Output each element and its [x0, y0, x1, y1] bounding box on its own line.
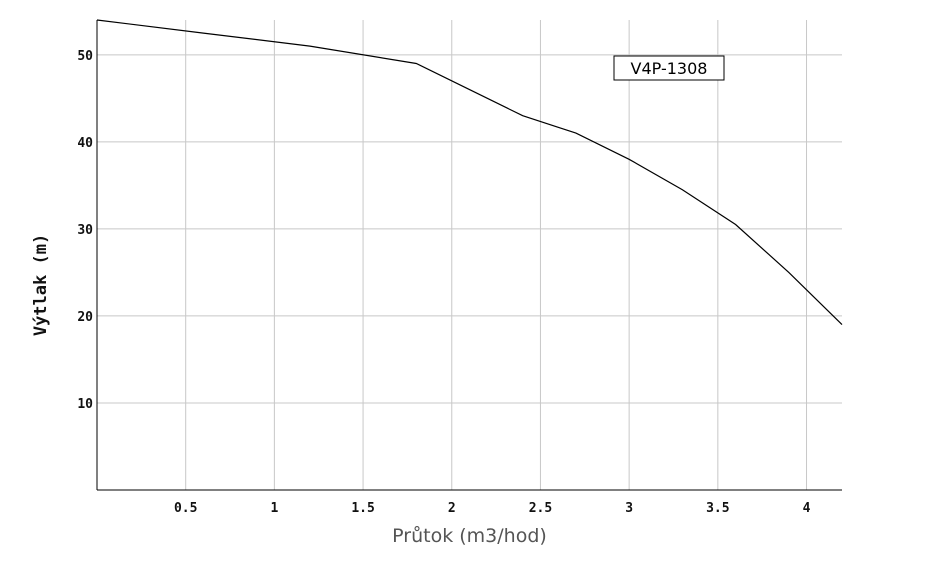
x-tick-label: 3 — [625, 501, 633, 516]
tick-labels: 0.5 1 1.5 2 2.5 3 3.5 4 10 20 30 40 50 — [77, 49, 810, 516]
x-tick-label: 2.5 — [529, 501, 552, 516]
x-tick-label: 2 — [448, 501, 456, 516]
series-layer — [96, 19, 843, 326]
x-tick-label: 3.5 — [706, 501, 729, 516]
x-axis-title: Průtok (m3/hod) — [392, 525, 547, 547]
y-tick-label: 50 — [77, 49, 93, 64]
x-tick-label: 4 — [803, 501, 811, 516]
y-tick-label: 10 — [77, 397, 93, 412]
x-tick-label: 1.5 — [351, 501, 374, 516]
grid — [97, 20, 842, 490]
legend-label: V4P-1308 — [631, 59, 708, 78]
x-tick-label: 0.5 — [174, 501, 197, 516]
axes — [96, 20, 842, 491]
y-axis-title: Výtlak (m) — [31, 234, 51, 336]
x-tick-label: 1 — [270, 501, 278, 516]
series-line — [96, 19, 843, 326]
y-tick-label: 30 — [77, 223, 93, 238]
legend: V4P-1308 — [613, 55, 725, 81]
legend-box — [613, 55, 725, 81]
y-tick-label: 40 — [77, 136, 93, 151]
y-tick-label: 20 — [77, 310, 93, 325]
